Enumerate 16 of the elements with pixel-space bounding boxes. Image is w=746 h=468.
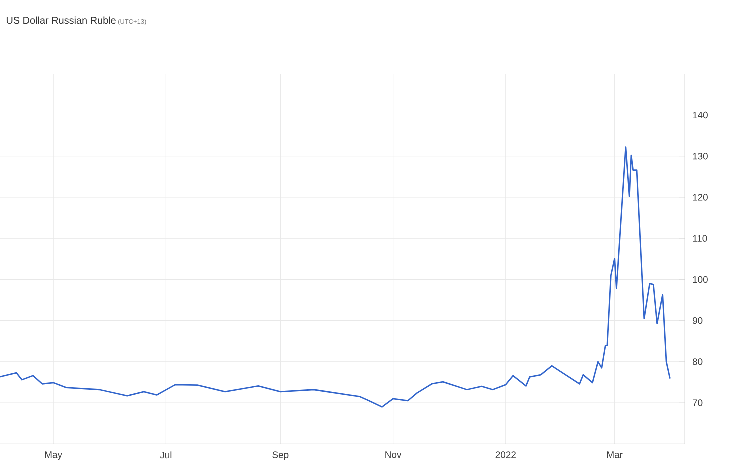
y-tick-label: 120 (693, 194, 708, 201)
y-tick-label: 140 (693, 112, 708, 119)
y-tick-label: 80 (692, 358, 703, 366)
y-tick-label: 130 (693, 153, 708, 160)
y-tick-label: 90 (692, 317, 703, 324)
chart-title: US Dollar Russian Ruble (6, 16, 116, 24)
y-tick-label: 110 (693, 235, 708, 242)
y-tick-label: 100 (693, 276, 708, 284)
line-series (0, 146, 671, 408)
x-tick-label: 2022 (496, 452, 516, 458)
x-tick-label: Jul (160, 452, 172, 459)
x-tick-label: Sep (272, 452, 289, 460)
y-tick-label: 70 (693, 400, 703, 406)
x-tick-label: May (45, 452, 62, 460)
x-tick-label: Mar (607, 452, 623, 458)
x-tick-label: Nov (386, 452, 402, 458)
